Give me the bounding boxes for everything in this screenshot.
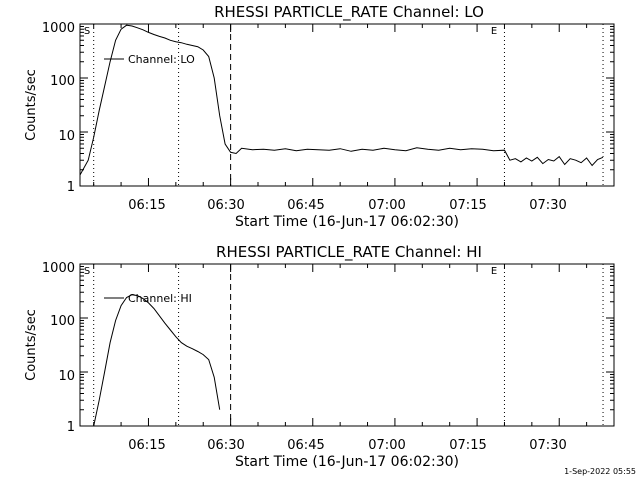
chart-title: RHESSI PARTICLE_RATE Channel: HI (216, 243, 482, 262)
plot-frame (79, 23, 615, 187)
chart-panel-lo: RHESSI PARTICLE_RATE Channel: LO Counts/… (24, 3, 615, 230)
y-tick-label: 1 (67, 180, 75, 195)
y-axis-label: Counts/sec (24, 309, 39, 381)
x-tick-label: 06:30 (207, 438, 244, 453)
x-tick-label: 06:30 (207, 198, 244, 213)
y-tick-label: 100 (50, 74, 75, 89)
end-marker-label: E (491, 266, 497, 277)
y-tick-label: 10 (58, 369, 75, 384)
axis-tick-marks (80, 263, 615, 427)
chart-panel-hi: RHESSI PARTICLE_RATE Channel: HI Counts/… (24, 243, 615, 470)
start-marker-label: S (84, 266, 90, 277)
x-tick-label: 07:00 (368, 438, 405, 453)
x-axis-label: Start Time (16-Jun-17 06:02:30) (235, 214, 459, 230)
plot-frame (79, 263, 615, 427)
x-tick-label: 07:30 (529, 198, 566, 213)
series-line-lo (79, 24, 604, 176)
start-marker-label: S (84, 26, 90, 37)
y-tick-label: 1000 (42, 21, 75, 36)
x-tick-label: 06:15 (128, 438, 165, 453)
x-tick-label: 07:15 (449, 198, 486, 213)
x-tick-label: 07:00 (368, 198, 405, 213)
x-tick-label: 06:45 (287, 198, 324, 213)
axis-tick-marks (80, 23, 615, 187)
y-tick-label: 1 (67, 420, 75, 435)
end-marker-label: E (491, 26, 497, 37)
x-tick-label: 06:45 (287, 438, 324, 453)
y-axis-label: Counts/sec (24, 69, 39, 141)
legend-label: Channel: LO (128, 53, 195, 66)
marker-lines (93, 24, 604, 186)
x-axis-label: Start Time (16-Jun-17 06:02:30) (235, 454, 459, 470)
chart-title: RHESSI PARTICLE_RATE Channel: LO (214, 3, 484, 22)
plot-timestamp: 1-Sep-2022 05:55 (564, 467, 636, 476)
x-tick-label: 07:30 (529, 438, 566, 453)
legend-label: Channel: HI (128, 292, 192, 305)
x-tick-label: 07:15 (449, 438, 486, 453)
series-line-hi (93, 294, 221, 427)
marker-lines (93, 264, 604, 426)
y-tick-label: 100 (50, 314, 75, 329)
x-tick-label: 06:15 (128, 198, 165, 213)
y-tick-label: 10 (58, 129, 75, 144)
y-tick-label: 1000 (42, 261, 75, 276)
